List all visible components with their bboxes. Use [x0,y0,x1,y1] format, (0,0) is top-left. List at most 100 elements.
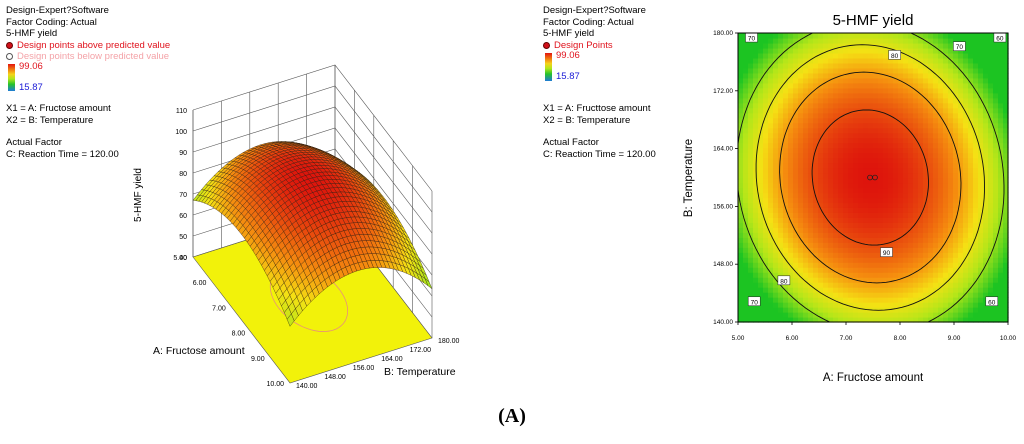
contour-heatmap-cell [938,232,944,238]
surface-mesh-cell [372,214,381,222]
contour-heatmap-cell [748,87,754,94]
contour-heatmap-cell [893,177,899,184]
contour-heatmap-cell [948,247,954,253]
contour-heatmap-cell [873,152,879,159]
contour-heatmap-cell [743,92,749,99]
contour-heatmap-cell [898,212,904,218]
contour-heatmap-cell [978,57,984,64]
contour-heatmap-cell [993,192,999,199]
contour-heatmap-cell [848,232,854,238]
surface-mesh-cell [346,174,355,181]
contour-heatmap-cell [1003,197,1009,204]
surface-mesh-cell [248,227,256,238]
surface-mesh-cell [314,149,322,153]
surface-mesh-cell [333,239,342,248]
contour-heatmap-cell [803,92,809,99]
surface-mesh-cell [362,177,370,184]
contour-heatmap-cell [803,97,809,104]
contour-heatmap-cell [953,277,959,283]
surface-mesh-cell [343,229,352,238]
contour-heatmap-cell [893,282,899,288]
contour-heatmap-cell [823,312,829,318]
contour-heatmap-cell [873,172,879,179]
contour-heatmap-cell [783,37,789,44]
contour-heatmap-cell [868,197,874,204]
contour-heatmap-cell [818,252,824,258]
contour-heatmap-cell [1003,187,1009,194]
surface-mesh-cell [392,216,400,225]
contour-heatmap-cell [1003,127,1009,134]
surface-mesh-cell [362,260,370,269]
surface-mesh-cell [393,214,401,223]
contour-heatmap-cell [923,162,929,169]
surface-mesh-cell [273,270,282,283]
surface-mesh-cell [275,287,284,300]
surface-mesh-cell [303,266,311,278]
surface-mesh-cell [285,266,293,279]
surface-mesh-cell [397,226,406,236]
contour-heatmap-cell [768,52,774,59]
contour-heatmap-cell [783,167,789,174]
contour-heatmap-cell [858,97,864,104]
surface-mesh-cell [227,175,236,182]
contour-heatmap-cell [868,232,874,238]
contour-heatmap-cell [788,72,794,79]
surface-mesh-cell [394,232,403,242]
contour-heatmap-cell [973,227,979,233]
contour-heatmap-cell [843,197,849,204]
contour-heatmap-cell [983,77,989,84]
contour-heatmap-cell [863,177,869,184]
contour-heatmap-cell [793,317,799,323]
contour-heatmap-cell [883,92,889,99]
contour-heatmap-cell [798,172,804,179]
surface-mesh-cell [291,220,300,230]
contour-heatmap-cell [908,102,914,109]
contour-heatmap-cell [923,152,929,159]
contour-heatmap-cell [873,267,879,273]
contour-heatmap-cell [958,302,964,308]
contour-heatmap-cell [978,37,984,44]
surface-mesh-cell [260,165,268,172]
contour-heatmap-cell [743,297,749,303]
contour-heatmap-cell [758,192,764,199]
contour-heatmap-cell [798,127,804,134]
contour-heatmap-cell [863,257,869,263]
contour-heatmap-cell [888,267,894,273]
contour-heatmap-cell [918,102,924,109]
surface-mesh-cell [345,201,354,207]
contour-heatmap-cell [873,87,879,94]
contour-heatmap-cell [998,147,1004,154]
surface-mesh-cell [312,147,320,151]
contour-design-point [872,174,878,181]
contour-heatmap-cell [908,92,914,99]
contour-heatmap-cell [818,272,824,278]
contour-heatmap-cell [758,97,764,104]
contour-heatmap-cell [938,67,944,74]
surface-mesh-cell [342,236,350,245]
contour-heatmap-cell [928,187,934,194]
contour-heatmap-cell [788,257,794,263]
surface-mesh-cell [316,149,325,153]
contour-heatmap-cell [768,37,774,44]
surface-mesh-cell [278,293,286,307]
surface-mesh-cell [345,177,354,183]
contour-heatmap-cell [983,47,989,54]
contour-heatmap-cell [998,172,1004,179]
contour-heatmap-cell [968,167,974,174]
surface-mesh-cell [315,212,324,221]
contour-heatmap-cell [883,257,889,263]
surface-mesh-cell [290,228,298,239]
left-legend-x2: X2 = B: Temperature [6,114,94,126]
surface-mesh-cell [254,152,263,157]
contour-heatmap-cell [923,137,929,144]
right-legend-factors: X1 = A: Fructtose amount X2 = B: Tempera… [543,103,656,160]
contour-heatmap-cell [898,52,904,59]
surface-mesh-cell [368,228,377,236]
contour-heatmap-cell [833,297,839,303]
contour-heatmap-cell [878,297,884,303]
contour-heatmap-cell [783,302,789,308]
contour-heatmap-cell [793,272,799,278]
contour-heatmap-cell [908,122,914,129]
surface-mesh-cell [340,206,349,213]
contour-heatmap-cell [763,317,769,323]
